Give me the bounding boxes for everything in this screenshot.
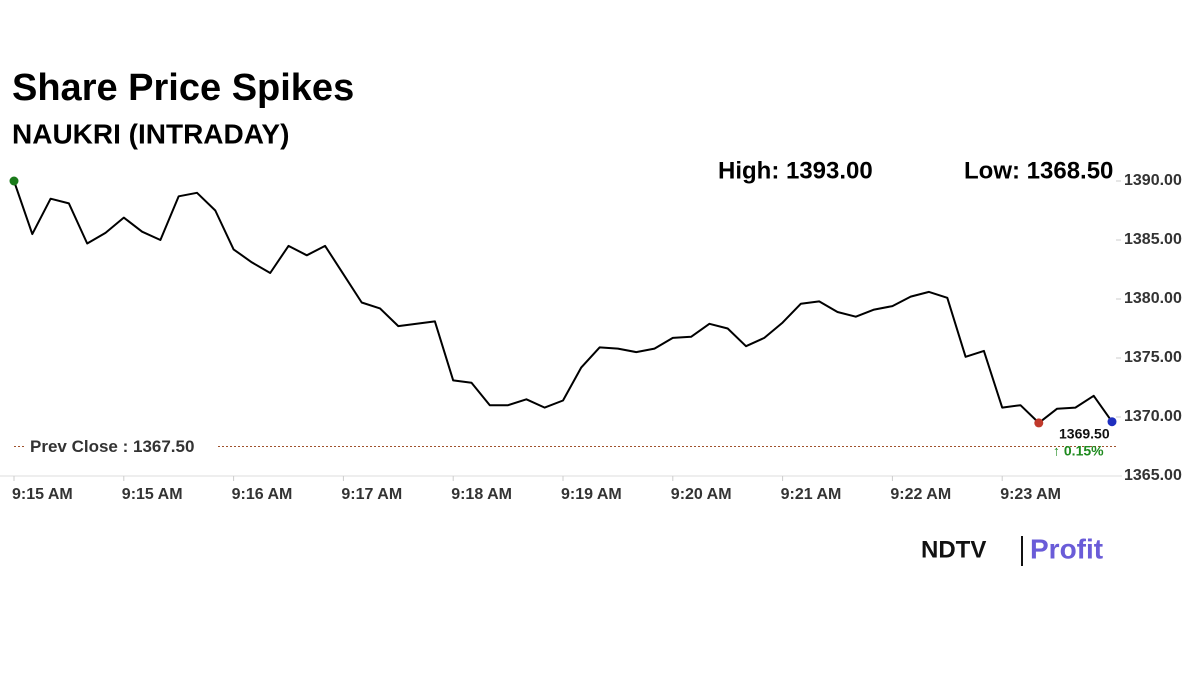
prev-close-label: Prev Close : 1367.50 — [30, 437, 194, 456]
x-tick-label: 9:19 AM — [561, 486, 622, 503]
y-tick-label: 1365.00 — [1124, 467, 1182, 484]
chart-subtitle: NAUKRI (INTRADAY) — [12, 118, 289, 149]
x-tick-label: 9:15 AM — [122, 486, 183, 503]
last-price-label: 1369.50 — [1059, 426, 1110, 442]
x-tick-label: 9:17 AM — [341, 486, 402, 503]
logo-product: Profit — [1030, 533, 1103, 564]
x-tick-label: 9:21 AM — [781, 486, 842, 503]
x-tick-label: 9:22 AM — [890, 486, 951, 503]
logo-brand: NDTV — [921, 536, 986, 563]
x-tick-label: 9:23 AM — [1000, 486, 1061, 503]
x-tick-label: 9:18 AM — [451, 486, 512, 503]
high-label: High: 1393.00 — [718, 157, 873, 184]
prev-close-bg — [24, 434, 216, 459]
end-marker — [1107, 417, 1117, 427]
price-line — [13, 180, 1113, 424]
y-tick-label: 1380.00 — [1124, 290, 1182, 307]
y-tick-label: 1390.00 — [1124, 172, 1182, 189]
y-tick-label: 1370.00 — [1124, 408, 1182, 425]
x-tick-label: 9:20 AM — [671, 486, 732, 503]
x-tick-label: 9:15 AM — [12, 486, 73, 503]
start-marker — [9, 176, 19, 186]
chart-title: Share Price Spikes — [12, 67, 354, 109]
change-label: ↑ 0.15% — [1053, 443, 1104, 459]
low-label: Low: 1368.50 — [964, 157, 1113, 184]
x-tick-label: 9:16 AM — [232, 486, 293, 503]
y-tick-label: 1375.00 — [1124, 349, 1182, 366]
low-marker — [1034, 418, 1044, 428]
y-tick-label: 1385.00 — [1124, 231, 1182, 248]
